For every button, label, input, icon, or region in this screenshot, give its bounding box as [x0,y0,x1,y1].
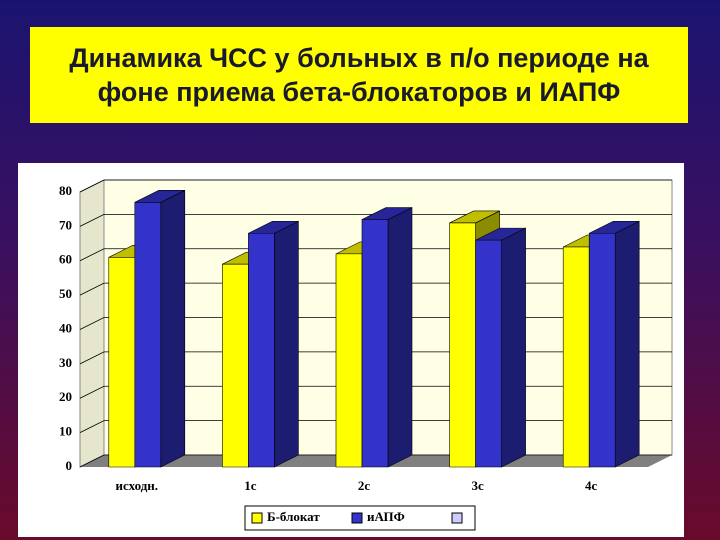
x-tick-label: 3с [471,478,484,493]
bar-face [108,257,136,468]
y-tick-label: 0 [66,458,73,473]
chart-title: Динамика ЧСС у больных в п/о периоде на … [30,27,688,123]
bar [248,220,299,468]
y-tick-label: 10 [59,424,72,439]
bar-face [501,227,526,468]
legend-label: Б-блокат [267,509,320,524]
x-tick-label: 2с [358,478,371,493]
bar [475,227,526,468]
y-tick-label: 30 [59,355,72,370]
legend-swatch-extra [451,512,463,524]
x-tick-label: 1с [244,478,257,493]
bar-face [335,253,363,468]
bar-face [562,246,590,468]
x-tick-label: исходн. [116,478,159,493]
bar-face [160,189,186,468]
y-tick-label: 80 [59,183,72,198]
y-tick-label: 70 [59,217,72,232]
bar-face [588,232,616,468]
bar-face [387,207,413,468]
bar-face [274,220,299,468]
bar-face [248,232,275,468]
legend-swatch [251,512,263,524]
y-tick-label: 50 [59,286,72,301]
y-tick-label: 60 [59,252,72,267]
x-tick-label: 4с [585,478,598,493]
bar-face [449,222,476,468]
legend-swatch [351,512,363,524]
bar [134,189,186,468]
bar-face [361,219,389,468]
grid-line [79,179,672,193]
bar-face [134,202,162,468]
legend-label: иАПФ [367,509,405,524]
bar [361,207,413,468]
bar-face [614,220,640,468]
y-tick-label: 40 [59,320,72,335]
bar-face [475,239,502,468]
bar-face [222,263,249,468]
y-tick-label: 20 [59,389,72,404]
bar [588,220,640,468]
